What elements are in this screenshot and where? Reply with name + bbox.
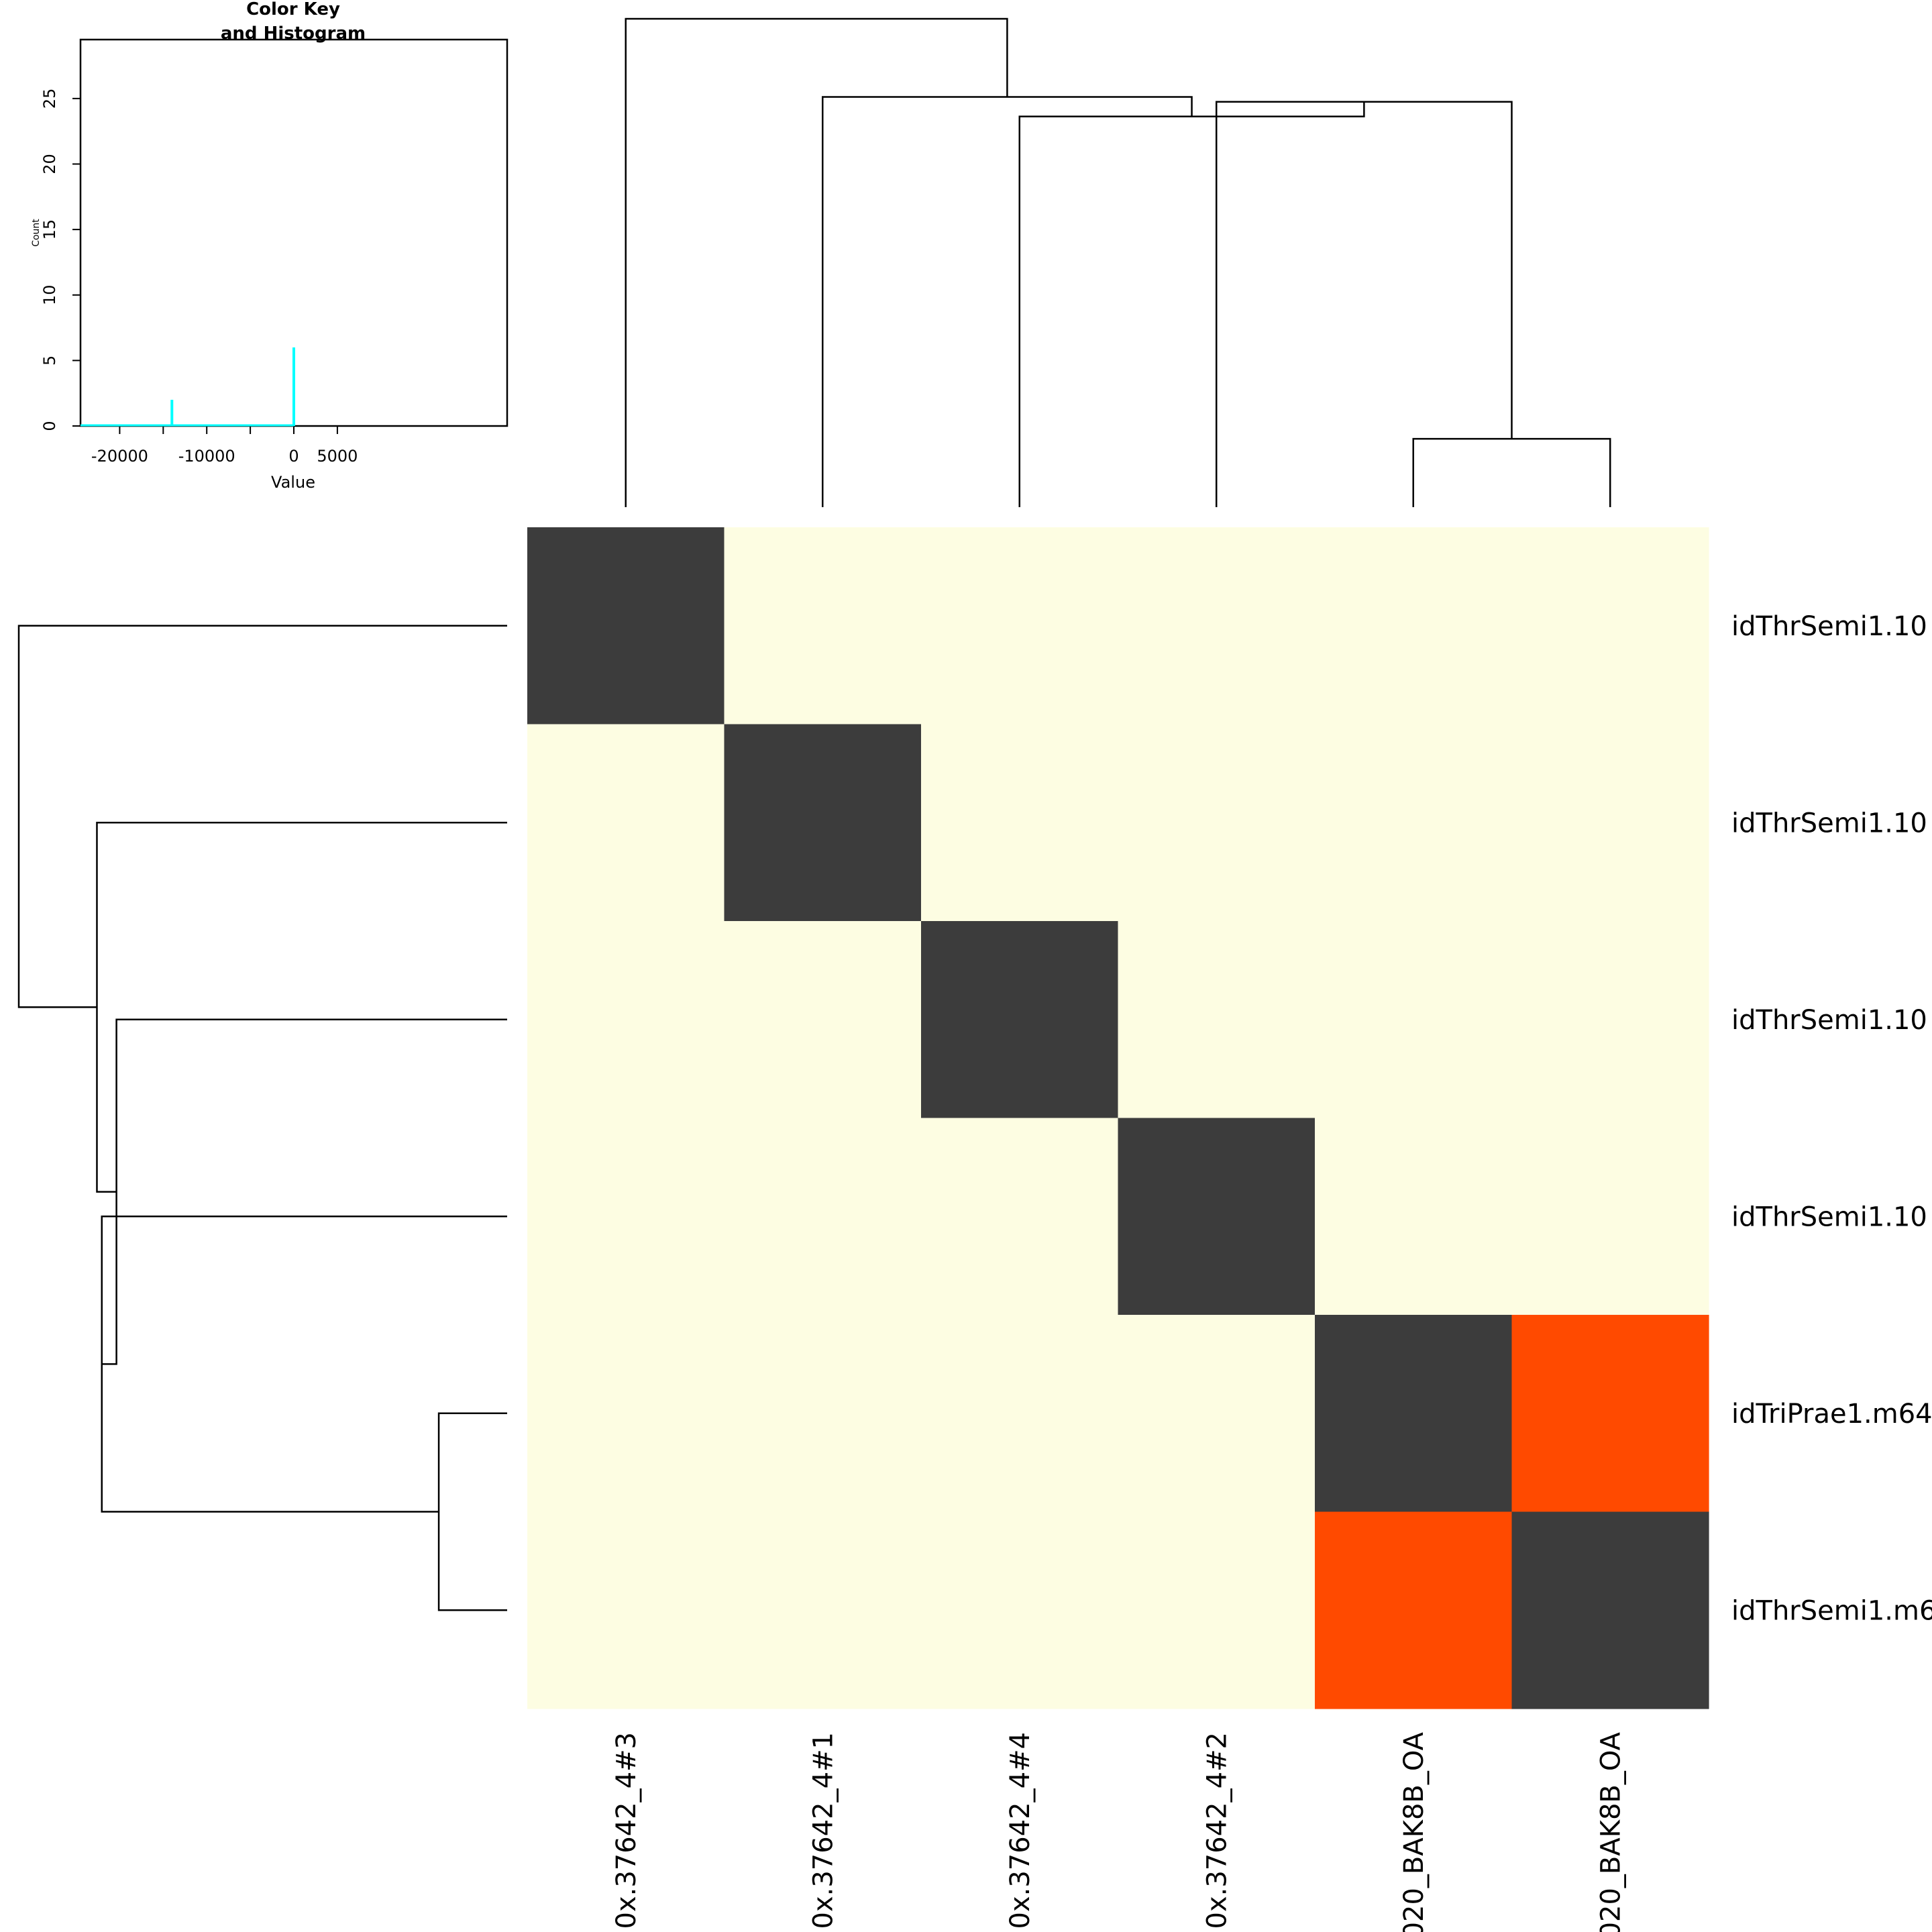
heatmap-cell — [1511, 724, 1709, 922]
heatmap-cell — [724, 921, 922, 1119]
color-key-title-line-2: and Histogram — [221, 23, 366, 44]
column-dendrogram-link — [625, 17, 1008, 507]
color-key-y-tick-label: 0 — [40, 421, 59, 431]
row-label: idThrSemi1.10 — [1731, 1201, 1927, 1232]
heatmap-cell — [1511, 1511, 1709, 1709]
heatmap-cell — [1118, 1118, 1316, 1316]
color-key-x-axis: -20000 -10000 0 5000 — [91, 426, 358, 466]
heatmap-cell — [724, 1511, 922, 1709]
column-label: 0x.37642_4#2 — [1201, 1732, 1232, 1929]
heatmap-cell — [921, 1511, 1119, 1709]
heatmap-cell — [1511, 1315, 1709, 1513]
column-label: 0x.37642_4#1 — [808, 1732, 839, 1929]
heatmap-cell — [1118, 527, 1316, 725]
heatmap-cells — [527, 527, 1709, 1709]
heatmap-cell — [1118, 1315, 1316, 1513]
heatmap-cell — [1511, 921, 1709, 1119]
heatmap-cell — [1511, 1118, 1709, 1316]
heatmap-cell — [527, 527, 725, 725]
color-key-y-tick-label: 10 — [40, 284, 59, 305]
heatmap-cell — [1315, 1315, 1513, 1513]
column-label: 020_BAK8B_OA — [1399, 1731, 1430, 1932]
color-key-x-tick-label: -20000 — [91, 447, 148, 466]
heatmap-cell — [1315, 921, 1513, 1119]
heatmap-cell — [1511, 527, 1709, 725]
heatmap-cell — [527, 1315, 725, 1513]
row-label: idThrSemi1.10 — [1731, 1005, 1927, 1036]
color-key-ylabel: Count — [31, 219, 42, 247]
row-label: idThrSemi1.m6 — [1731, 1595, 1932, 1626]
heatmap-cell — [1315, 1118, 1513, 1316]
color-key-y-axis: 0 5 10 15 20 25 — [40, 89, 80, 431]
heatmap-cell — [921, 527, 1119, 725]
column-label: 0x.37642_4#3 — [611, 1732, 642, 1929]
color-key-y-tick-label: 25 — [40, 89, 59, 109]
heatmap-cell — [921, 1118, 1119, 1316]
row-dendrogram-link — [17, 625, 507, 1008]
color-key-x-tick-label: 5000 — [317, 447, 358, 466]
heatmap-cell — [724, 527, 922, 725]
row-dendrogram-link — [437, 1412, 507, 1611]
color-key-histogram-marks — [80, 347, 295, 427]
color-key-histogram: Color Key and Histogram 0 5 10 15 20 25 -2000… — [31, 0, 508, 492]
heatmap-cell — [1118, 1511, 1316, 1709]
color-key-title-line-1: Color Key — [246, 0, 340, 19]
row-label: idTriPrae1.m64 — [1731, 1399, 1932, 1430]
column-labels: 0x.37642_4#3 0x.37642_4#1 0x.37642_4#4 0x.3… — [611, 1731, 1627, 1932]
color-key-xlabel: Value — [271, 473, 315, 492]
heatmap-cell — [724, 1315, 922, 1513]
color-key-y-tick-label: 5 — [40, 356, 59, 366]
column-label: 020_BAK8B_OA — [1595, 1731, 1626, 1932]
row-dendrogram — [17, 625, 507, 1611]
row-label: idThrSemi1.10 — [1731, 808, 1927, 839]
row-label: idThrSemi1.10 — [1731, 611, 1927, 642]
row-labels: idThrSemi1.10 idThrSemi1.10 idThrSemi1.10 i… — [1731, 611, 1932, 1627]
heatmap-cell — [921, 724, 1119, 922]
heatmap-cell — [724, 1118, 922, 1316]
color-key-x-tick-label: -10000 — [178, 447, 235, 466]
heatmap-cell — [921, 1315, 1119, 1513]
heatmap-cell — [1315, 724, 1513, 922]
heatmap-cell — [724, 724, 922, 922]
heatmap-cell — [527, 1118, 725, 1316]
column-dendrogram-link — [1018, 101, 1365, 507]
heatmap-cell — [527, 1511, 725, 1709]
row-dendrogram-link — [101, 1018, 507, 1365]
column-label: 0x.37642_4#4 — [1005, 1732, 1036, 1929]
column-dendrogram — [625, 17, 1611, 507]
column-dendrogram-link — [1216, 101, 1513, 507]
color-key-y-tick-label: 15 — [40, 219, 59, 240]
column-dendrogram-link — [822, 96, 1193, 507]
heatmap-cell — [1118, 921, 1316, 1119]
row-dendrogram-link — [96, 822, 507, 1193]
heatmap-cell — [1315, 527, 1513, 725]
color-key-y-tick-label: 20 — [40, 154, 59, 174]
heatmap-cell — [1315, 1511, 1513, 1709]
heatmap-cell — [921, 921, 1119, 1119]
heatmap-cell — [527, 724, 725, 922]
row-dendrogram-link — [101, 1216, 507, 1513]
color-key-x-tick-label: 0 — [288, 447, 299, 466]
column-dendrogram-link — [1412, 437, 1611, 507]
heatmap-cell — [527, 921, 725, 1119]
heatmap-cell — [1118, 724, 1316, 922]
